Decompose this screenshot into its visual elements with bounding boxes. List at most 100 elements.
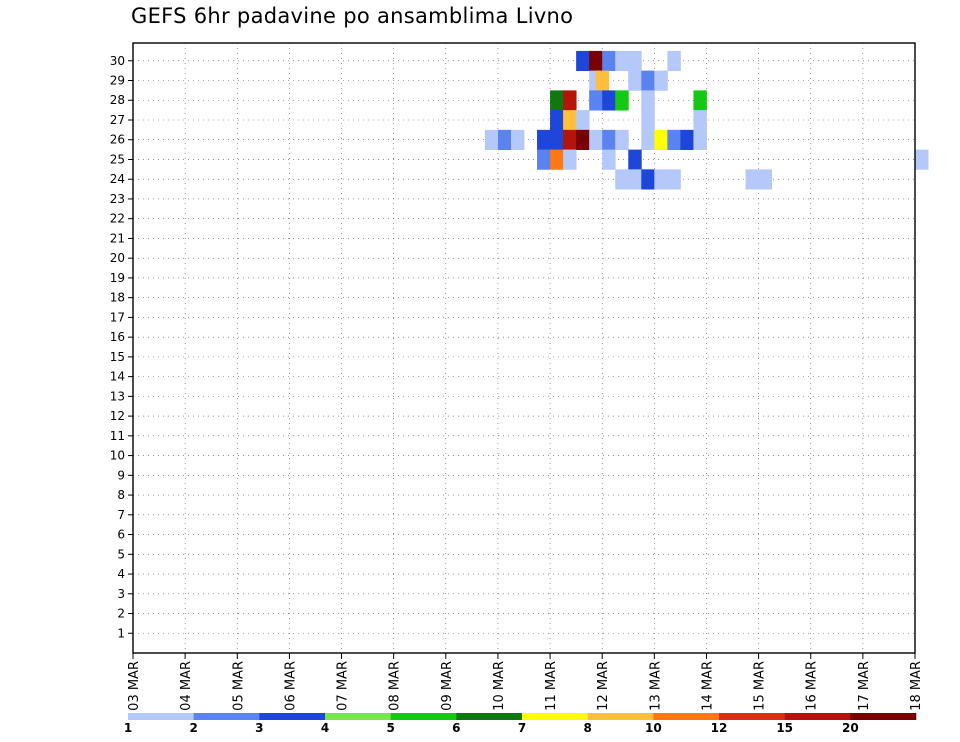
colorbar-swatch <box>719 713 785 720</box>
colorbar-swatch <box>522 713 588 720</box>
y-tick-label: 7 <box>117 508 125 522</box>
cells-layer <box>484 50 929 190</box>
heatmap-cell <box>550 129 564 151</box>
y-tick-label: 30 <box>110 54 125 68</box>
y-tick-label: 8 <box>117 488 125 502</box>
heatmap-cell <box>745 169 759 190</box>
heatmap-cell <box>576 129 590 151</box>
heatmap-cell <box>576 110 590 131</box>
axes-layer: 1234567891011121314151617181920212223242… <box>110 42 924 711</box>
x-tick-label: 03 MAR <box>127 661 142 711</box>
heatmap-cell <box>654 169 668 190</box>
y-tick-label: 5 <box>117 547 125 561</box>
heatmap-cell <box>537 129 551 151</box>
x-tick-label: 10 MAR <box>492 661 507 711</box>
heatmap-cell <box>550 149 564 170</box>
y-tick-label: 6 <box>117 528 125 542</box>
colorbar-label: 10 <box>645 721 662 735</box>
colorbar-swatch <box>653 713 720 720</box>
colorbar-label: 3 <box>255 721 263 735</box>
heatmap-cell <box>628 169 642 190</box>
heatmap-cell <box>589 50 603 72</box>
heatmap-cell <box>510 129 525 151</box>
heatmap-cell <box>615 50 629 72</box>
x-tick-label: 07 MAR <box>336 661 351 711</box>
y-tick-label: 27 <box>110 113 125 127</box>
heatmap-cell <box>641 129 655 151</box>
heatmap-cell <box>680 129 694 151</box>
heatmap-cell <box>628 50 642 72</box>
x-tick-label: 04 MAR <box>179 661 194 711</box>
x-tick-label: 17 MAR <box>857 661 872 711</box>
y-tick-label: 20 <box>110 251 125 265</box>
heatmap-cell <box>497 129 512 151</box>
heatmap-cell <box>693 129 707 151</box>
colorbar-swatch <box>128 713 194 720</box>
heatmap-cell <box>589 129 603 151</box>
x-tick-label: 05 MAR <box>231 661 246 711</box>
colorbar-label: 15 <box>776 721 793 735</box>
colorbar-label: 2 <box>189 721 197 735</box>
heatmap-cell <box>563 149 577 170</box>
x-tick-label: 16 MAR <box>805 661 820 711</box>
y-tick-label: 22 <box>110 212 125 226</box>
heatmap-cell <box>602 149 616 170</box>
heatmap-cell <box>654 70 668 91</box>
colorbar-swatch <box>587 713 654 720</box>
heatmap-cell <box>641 169 655 190</box>
heatmap-cell <box>758 169 773 190</box>
colorbar-swatch <box>456 713 523 720</box>
heatmap-cell <box>589 90 603 111</box>
y-tick-label: 25 <box>110 152 125 166</box>
y-tick-label: 10 <box>110 449 125 463</box>
x-tick-label: 12 MAR <box>596 661 611 711</box>
heatmap-cell <box>915 149 929 170</box>
heatmap-cell <box>563 110 577 131</box>
heatmap-cell <box>563 90 577 111</box>
y-tick-label: 17 <box>110 310 125 324</box>
colorbar-label: 8 <box>583 721 591 735</box>
y-tick-label: 24 <box>110 172 125 186</box>
y-tick-label: 12 <box>110 409 125 423</box>
heatmap-cell <box>641 90 655 111</box>
y-tick-label: 3 <box>117 587 125 601</box>
y-tick-label: 16 <box>110 330 125 344</box>
heatmap-cell <box>615 129 629 151</box>
heatmap-cell <box>693 90 707 111</box>
heatmap-cell <box>602 90 616 111</box>
x-tick-label: 06 MAR <box>283 661 298 711</box>
y-tick-label: 28 <box>110 93 125 107</box>
heatmap-cell <box>641 70 655 91</box>
y-tick-label: 1 <box>117 626 125 640</box>
heatmap-cell <box>615 169 629 190</box>
heatmap-cell <box>693 110 707 131</box>
colorbar-swatch <box>390 713 457 720</box>
colorbar-label: 5 <box>386 721 394 735</box>
heatmap-cell <box>602 50 616 72</box>
colorbar-label: 1 <box>124 721 132 735</box>
colorbar-swatch <box>850 713 917 720</box>
heatmap-cell <box>667 169 681 190</box>
y-tick-label: 4 <box>117 567 125 581</box>
heatmap-cell <box>537 149 551 170</box>
colorbar-swatch <box>259 713 326 720</box>
heatmap-cell <box>641 110 655 131</box>
y-tick-label: 23 <box>110 192 125 206</box>
y-tick-label: 13 <box>110 389 125 403</box>
y-tick-label: 26 <box>110 133 125 147</box>
x-tick-label: 13 MAR <box>648 661 663 711</box>
heatmap-cell <box>576 50 590 72</box>
heatmap-cell <box>550 90 564 111</box>
heatmap-cell <box>615 90 629 111</box>
heatmap-cell <box>667 50 681 72</box>
x-tick-label: 11 MAR <box>544 661 559 711</box>
y-tick-label: 18 <box>110 291 125 305</box>
heatmap-cell <box>628 149 642 170</box>
y-tick-label: 21 <box>110 231 125 245</box>
y-tick-label: 14 <box>110 370 125 384</box>
colorbar-label: 7 <box>518 721 526 735</box>
x-tick-label: 09 MAR <box>440 661 455 711</box>
colorbar-label: 12 <box>711 721 728 735</box>
y-tick-label: 15 <box>110 350 125 364</box>
colorbar-label: 4 <box>321 721 329 735</box>
